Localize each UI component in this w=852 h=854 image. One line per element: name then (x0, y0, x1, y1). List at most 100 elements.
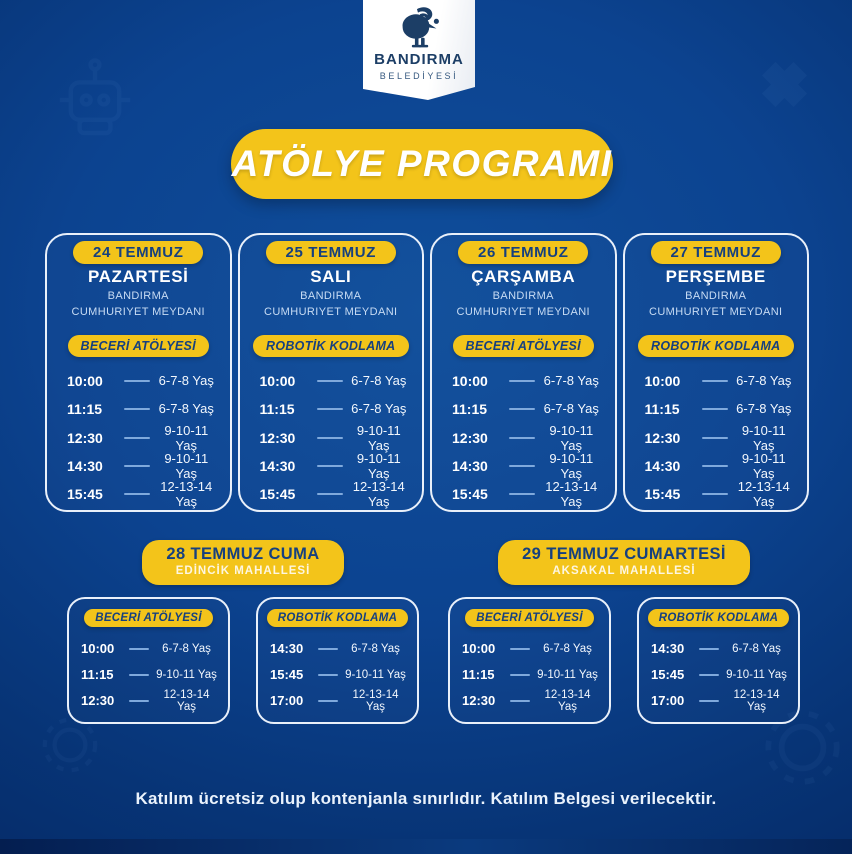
session-age-group: 12-13-14 Yaş (160, 478, 213, 509)
location-line1: BANDIRMA (685, 290, 747, 302)
location-line1: BANDIRMA (492, 290, 554, 302)
session-row: 12:30 12-13-14 Yaş (450, 688, 609, 714)
session-row: 11:15 6-7-8 Yaş (625, 395, 808, 423)
session-age-group: 12-13-14 Yaş (544, 688, 591, 713)
session-row: 15:45 9-10-11 Yaş (258, 662, 417, 688)
session-row: 14:30 6-7-8 Yaş (258, 636, 417, 662)
session-age-group: 6-7-8 Yaş (543, 373, 599, 389)
dash-divider (509, 407, 535, 410)
logo-ribbon: BANDIRMA BELEDİYESİ (363, 0, 475, 100)
location-line1: BANDIRMA (300, 290, 362, 302)
session-row: 11:15 6-7-8 Yaş (240, 395, 423, 423)
location-line2: CUMHURIYET MEYDANI (456, 305, 590, 318)
session-age-group: 9-10-11 Yaş (356, 422, 401, 453)
dash-divider (124, 436, 150, 439)
session-row: 12:30 9-10-11 Yaş (432, 423, 615, 453)
session-row: 14:30 9-10-11 Yaş (47, 451, 230, 481)
dash-divider (701, 492, 728, 495)
session-time: 14:30 (259, 457, 296, 474)
session-row: 15:45 12-13-14 Yaş (625, 479, 808, 509)
dash-divider (509, 464, 535, 467)
session-time: 10:00 (259, 372, 296, 389)
workshop-badge: ROBOTİK KODLAMA (638, 334, 794, 357)
location-line1: BANDIRMA (107, 290, 169, 302)
session-time: 15:45 (270, 667, 304, 683)
workshop-badge: BECERİ ATÖLYESİ (452, 334, 594, 357)
session-row: 10:00 6-7-8 Yaş (450, 636, 609, 662)
session-row: 11:15 6-7-8 Yaş (47, 395, 230, 423)
weekend-date: 29 TEMMUZ CUMARTESİ (522, 545, 726, 563)
session-age-group: 6-7-8 Yaş (158, 401, 214, 417)
location-line2: CUMHURIYET MEYDANI (71, 305, 205, 318)
date-badge: 27 TEMMUZ (650, 241, 781, 264)
session-age-group: 12-13-14 Yaş (163, 688, 210, 713)
weekday-label: ÇARŞAMBA (471, 267, 576, 286)
dash-divider (124, 407, 150, 410)
day-card: 27 TEMMUZ PERŞEMBE BANDIRMA CUMHURIYET M… (622, 233, 809, 512)
session-row: 17:00 12-13-14 Yaş (639, 688, 798, 714)
session-age-group: 9-10-11 Yaş (726, 668, 787, 681)
day-columns: 24 TEMMUZ PAZARTESİ BANDIRMA CUMHURIYET … (45, 233, 809, 512)
session-age-group: 6-7-8 Yaş (158, 373, 214, 389)
weekend-section: 29 TEMMUZ CUMARTESİ AKSAKAL MAHALLESİ BE… (448, 540, 800, 724)
session-time: 12:30 (67, 429, 103, 446)
session-time: 10:00 (452, 372, 488, 389)
logo-sub-name: BELEDİYESİ (379, 70, 459, 81)
session-age-group: 9-10-11 Yaş (164, 422, 209, 453)
title-banner: ATÖLYE PROGRAMI (231, 129, 613, 199)
session-age-group: 6-7-8 Yaş (162, 642, 211, 655)
workshop-badge: BECERİ ATÖLYESİ (465, 608, 594, 627)
weekend-date-badge: 28 TEMMUZ CUMA EDİNCİK MAHALLESİ (142, 540, 344, 585)
session-age-group: 6-7-8 Yaş (732, 642, 781, 655)
location-line2: CUMHURIYET MEYDANI (263, 305, 398, 318)
session-row: 14:30 9-10-11 Yaş (240, 451, 423, 481)
session-time: 11:15 (462, 667, 495, 683)
session-time: 15:45 (259, 485, 296, 502)
session-age-group: 12-13-14 Yaş (352, 688, 399, 713)
session-age-group: 9-10-11 Yaş (156, 668, 217, 681)
session-age-group: 9-10-11 Yaş (741, 422, 786, 453)
session-time: 17:00 (651, 693, 685, 709)
workshop-badge: ROBOTİK KODLAMA (647, 608, 790, 627)
session-list: 10:00 6-7-8 Yaş 11:15 6-7-8 Yaş 12:30 9-… (625, 367, 808, 509)
session-age-group: 12-13-14 Yaş (352, 478, 405, 509)
session-row: 11:15 9-10-11 Yaş (450, 662, 609, 688)
dash-divider (318, 673, 338, 676)
session-row: 14:30 6-7-8 Yaş (639, 636, 798, 662)
session-row: 15:45 12-13-14 Yaş (432, 478, 615, 509)
session-row: 10:00 6-7-8 Yaş (625, 367, 808, 395)
footer-note: Katılım ücretsiz olup kontenjanla sınırl… (135, 789, 717, 808)
session-age-group: 9-10-11 Yaş (537, 668, 598, 681)
dash-divider (129, 699, 149, 702)
dash-divider (699, 647, 719, 650)
date-badge: 25 TEMMUZ (265, 241, 396, 264)
dash-divider (509, 492, 535, 495)
session-age-group: 9-10-11 Yaş (741, 450, 786, 481)
dash-divider (699, 673, 719, 676)
session-age-group: 6-7-8 Yaş (736, 373, 792, 389)
puzzle-icon (762, 62, 807, 107)
session-time: 10:00 (81, 641, 115, 657)
session-age-group: 6-7-8 Yaş (543, 642, 592, 655)
session-age-group: 12-13-14 Yaş (545, 478, 598, 509)
session-row: 11:15 9-10-11 Yaş (69, 662, 228, 688)
session-time: 14:30 (270, 641, 304, 657)
session-time: 14:30 (651, 641, 685, 657)
session-age-group: 12-13-14 Yaş (733, 688, 780, 713)
session-time: 15:45 (644, 485, 681, 502)
weekend-workshop-box: BECERİ ATÖLYESİ 10:00 6-7-8 Yaş 11:15 9-… (448, 596, 611, 724)
dash-divider (318, 699, 338, 702)
dash-divider (316, 379, 343, 382)
dash-divider (124, 492, 150, 495)
dash-divider (699, 699, 719, 702)
dash-divider (510, 673, 530, 676)
session-list: 10:00 6-7-8 Yaş 11:15 9-10-11 Yaş 12:30 … (69, 636, 228, 714)
weekend-location: AKSAKAL MAHALLESİ (552, 564, 696, 577)
session-time: 11:15 (67, 400, 103, 417)
dash-divider (701, 379, 728, 382)
weekend-workshop-box: ROBOTİK KODLAMA 14:30 6-7-8 Yaş 15:45 9-… (256, 596, 419, 724)
session-row: 12:30 9-10-11 Yaş (240, 422, 423, 453)
session-age-group: 9-10-11 Yaş (345, 668, 406, 681)
session-time: 12:30 (644, 429, 681, 446)
session-time: 11:15 (644, 400, 680, 417)
